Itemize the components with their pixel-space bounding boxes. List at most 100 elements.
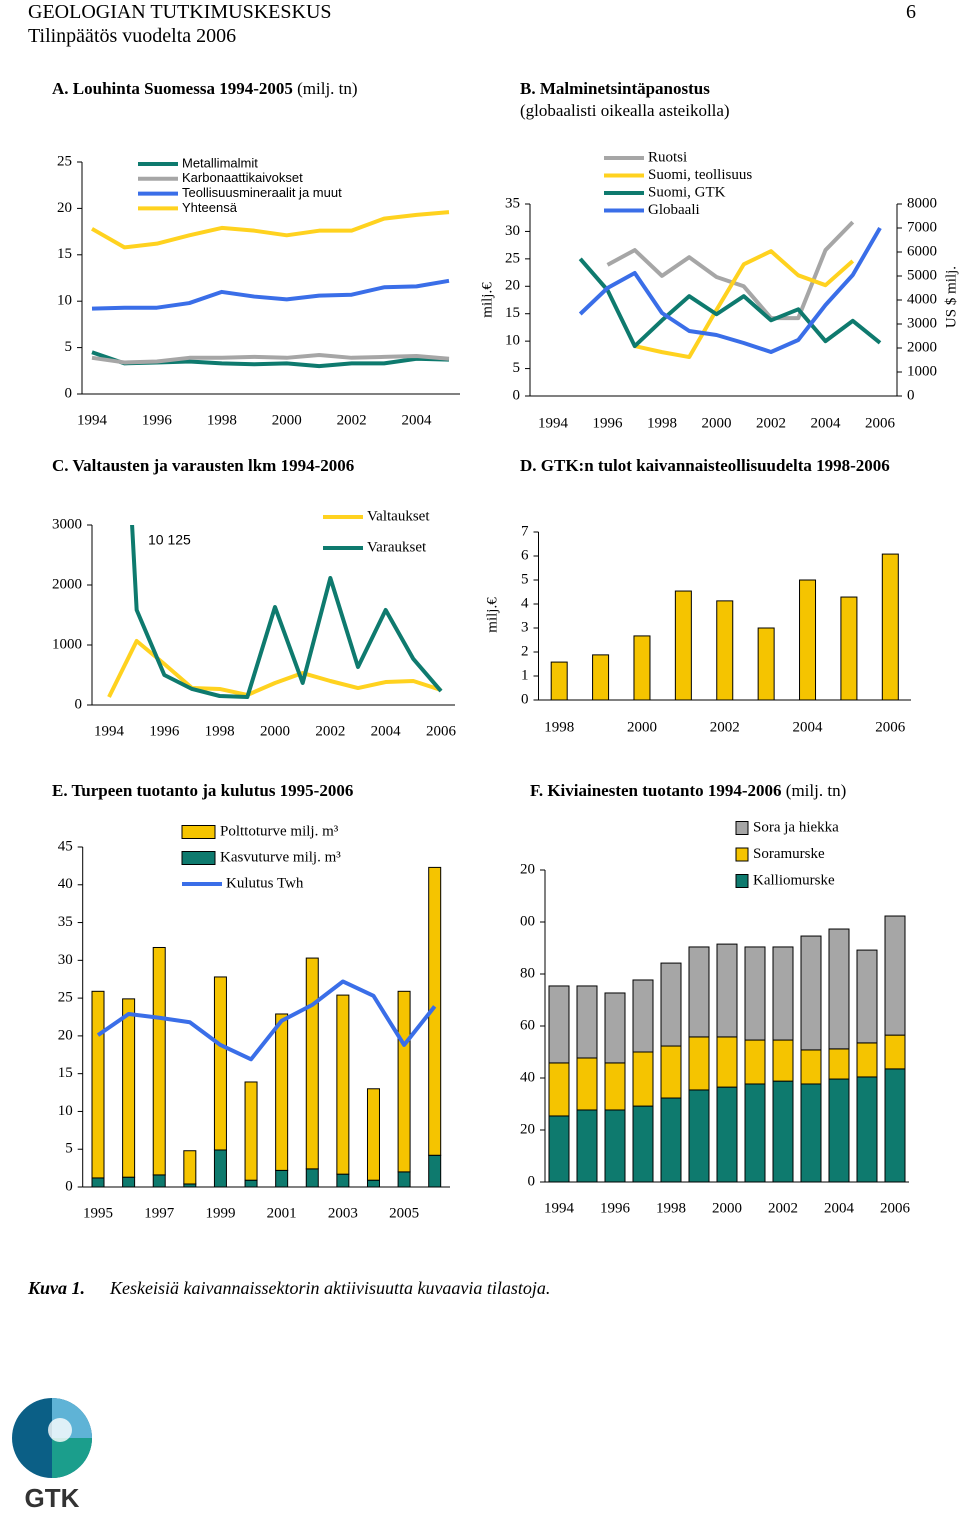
bar [772, 1039, 794, 1082]
y-tick-label: 2000 [52, 576, 82, 592]
bar [674, 590, 692, 701]
y-tick-label: 15 [505, 305, 520, 321]
chart-title: B. Malminetsintäpanostus (globaalisti oik… [520, 78, 940, 122]
x-tick-label: 1995 [83, 1205, 113, 1221]
x-tick-label: 2002 [768, 1200, 798, 1216]
y-tick-label: 0 [65, 385, 73, 401]
legend-marker [181, 851, 216, 865]
chart-title: F. Kiviainesten tuotanto 1994-2006 (milj… [530, 780, 950, 802]
chart-title: C. Valtausten ja varausten lkm 1994-2006 [52, 455, 512, 477]
bar [884, 915, 906, 1036]
y-tick-label: 20 [57, 200, 72, 216]
y-tick-label: 5 [513, 360, 521, 376]
bar [688, 946, 710, 1038]
x-tick-label: 1998 [656, 1200, 686, 1216]
legend-label: Suomi, teollisuus [648, 167, 752, 183]
bar [397, 990, 411, 1173]
y2-tick-label: 5000 [907, 267, 937, 283]
bar [633, 635, 651, 701]
line-series [91, 353, 450, 365]
y-axis-label: milj.€ [484, 597, 500, 633]
bar [122, 1176, 136, 1188]
x-tick-label: 2002 [756, 415, 786, 431]
y-tick-label: 40 [58, 876, 73, 892]
chart-title: E. Turpeen tuotanto ja kulutus 1995-2006 [52, 780, 492, 802]
bar [305, 1168, 319, 1188]
y-tick-label: 0 [521, 691, 529, 707]
bar [336, 1173, 350, 1188]
y-tick-label: 1 [521, 667, 529, 683]
bar [152, 946, 166, 1176]
bar [604, 1062, 626, 1111]
chart-subtitle: (milj. tn) [785, 781, 847, 800]
bar [688, 1089, 710, 1183]
chart: 0 5 10 15 20 25 30 35 40 45 1995 1997 1999 2001 2003 20… [58, 823, 450, 1221]
x-tick-label: 2006 [426, 723, 457, 739]
bar [884, 1034, 906, 1070]
legend-label: Valtaukset [367, 508, 430, 524]
chart-title-text: B. Malminetsintäpanostus [520, 79, 710, 98]
x-tick-label: 2005 [389, 1205, 419, 1221]
x-tick-label: 1994 [94, 723, 125, 739]
y-tick-label: 6 [521, 547, 529, 563]
bar [576, 1109, 598, 1183]
chart-title-text: F. Kiviainesten tuotanto 1994-2006 [530, 781, 782, 800]
bar [772, 1080, 794, 1183]
legend-label: Karbonaattikaivokset [182, 170, 303, 185]
bar [632, 1051, 654, 1107]
y-tick-label: 25 [57, 153, 72, 169]
chart: 0 1 2 3 4 5 6 7 milj.€ 1998 2000 2002 2004 2006 [484, 523, 911, 735]
logo: GTK [12, 1398, 92, 1513]
legend-marker [735, 821, 749, 835]
y-tick-label: 5 [521, 571, 529, 587]
x-tick-label: 1998 [205, 723, 235, 739]
x-tick-label: 2000 [627, 719, 657, 735]
chart: 0 5 10 15 20 25 30 35 0 1000 2000 3000 4000 5000 6000 7… [479, 149, 959, 431]
bar [548, 1062, 570, 1117]
x-tick-label: 2003 [328, 1205, 358, 1221]
y2-tick-label: 7000 [907, 219, 937, 235]
bar [576, 985, 598, 1059]
y2-axis-label: US $ milj. [943, 266, 959, 328]
y-tick-label: 00 [520, 913, 535, 929]
y-tick-label: 4 [521, 595, 529, 611]
legend-label: Metallimalmit [182, 155, 258, 170]
x-tick-label: 1997 [144, 1205, 175, 1221]
logo-highlight [48, 1418, 72, 1442]
x-tick-label: 1996 [593, 415, 624, 431]
y-tick-label: 2 [521, 643, 529, 659]
line-series [606, 220, 855, 321]
y-tick-label: 20 [505, 278, 520, 294]
logo-text: GTK [25, 1483, 80, 1513]
x-tick-label: 2004 [824, 1200, 855, 1216]
chart: 0 5 10 15 20 25 1994 1996 1998 2000 2002 2004 Metall… [57, 153, 460, 428]
bar [716, 1036, 738, 1088]
y2-tick-label: 1000 [907, 363, 937, 379]
y-tick-label: 10 [58, 1103, 73, 1119]
bar [632, 1105, 654, 1183]
bar [428, 1154, 442, 1188]
legend-label: Globaali [648, 202, 700, 218]
x-tick-label: 2004 [811, 415, 842, 431]
x-tick-label: 1998 [544, 719, 574, 735]
bar [744, 1039, 766, 1085]
y-tick-label: 5 [65, 339, 73, 355]
bar [213, 1149, 227, 1188]
legend-label: Sora ja hiekka [753, 819, 839, 835]
header-subtitle: Tilinpäätös vuodelta 2006 [28, 25, 237, 47]
y-tick-label: 15 [58, 1065, 73, 1081]
y-tick-label: 25 [58, 990, 73, 1006]
y-tick-label: 35 [505, 195, 520, 211]
chart: 0 20 40 60 80 00 20 1994 1996 1998 2000 2002 2004 200… [520, 819, 911, 1216]
y2-tick-label: 2000 [907, 339, 937, 355]
bar [592, 654, 610, 701]
x-tick-label: 2001 [267, 1205, 297, 1221]
x-tick-label: 2002 [315, 723, 345, 739]
y-tick-label: 0 [75, 696, 83, 712]
legend-marker [735, 874, 749, 888]
y-tick-label: 25 [505, 250, 520, 266]
bar [604, 1109, 626, 1183]
y-tick-label: 40 [520, 1069, 535, 1085]
y-tick-label: 80 [520, 965, 535, 981]
